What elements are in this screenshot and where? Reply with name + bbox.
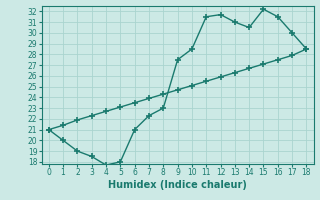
X-axis label: Humidex (Indice chaleur): Humidex (Indice chaleur): [108, 180, 247, 190]
